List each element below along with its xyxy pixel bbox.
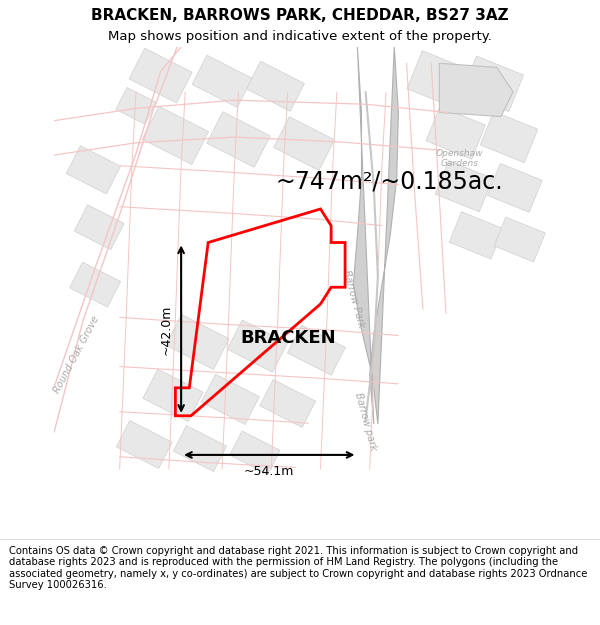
Polygon shape (494, 217, 545, 262)
Text: ~54.1m: ~54.1m (244, 465, 295, 478)
Polygon shape (129, 48, 192, 103)
Polygon shape (480, 111, 538, 162)
Polygon shape (260, 379, 316, 428)
Polygon shape (207, 112, 270, 168)
Polygon shape (143, 369, 203, 421)
Polygon shape (70, 262, 121, 307)
Polygon shape (462, 56, 524, 111)
Polygon shape (230, 431, 280, 474)
Polygon shape (426, 107, 485, 159)
Text: ~42.0m: ~42.0m (160, 304, 173, 355)
Text: ~747m²/~0.185ac.: ~747m²/~0.185ac. (275, 169, 503, 193)
Polygon shape (74, 205, 124, 249)
Polygon shape (227, 320, 287, 372)
Text: Contains OS data © Crown copyright and database right 2021. This information is : Contains OS data © Crown copyright and d… (9, 546, 587, 591)
Polygon shape (407, 51, 472, 109)
Text: Map shows position and indicative extent of the property.: Map shows position and indicative extent… (108, 30, 492, 43)
Polygon shape (192, 55, 252, 108)
Polygon shape (435, 161, 493, 212)
Text: Barrow Park: Barrow Park (341, 268, 366, 328)
Polygon shape (353, 47, 398, 424)
Polygon shape (202, 374, 259, 424)
Polygon shape (173, 426, 227, 472)
Polygon shape (166, 314, 229, 369)
Text: Barrow park: Barrow park (353, 391, 378, 451)
Text: Round Oak Grove: Round Oak Grove (52, 314, 101, 394)
Text: Openshaw
Gardens: Openshaw Gardens (436, 149, 484, 168)
Polygon shape (142, 106, 209, 164)
Polygon shape (287, 325, 346, 375)
Polygon shape (487, 164, 542, 212)
Polygon shape (116, 421, 172, 468)
Polygon shape (66, 146, 121, 194)
Polygon shape (274, 117, 335, 171)
Polygon shape (247, 61, 304, 111)
Text: BRACKEN, BARROWS PARK, CHEDDAR, BS27 3AZ: BRACKEN, BARROWS PARK, CHEDDAR, BS27 3AZ (91, 8, 509, 22)
Polygon shape (439, 63, 513, 116)
Text: BRACKEN: BRACKEN (240, 329, 335, 346)
Polygon shape (116, 88, 156, 124)
Polygon shape (449, 212, 503, 259)
